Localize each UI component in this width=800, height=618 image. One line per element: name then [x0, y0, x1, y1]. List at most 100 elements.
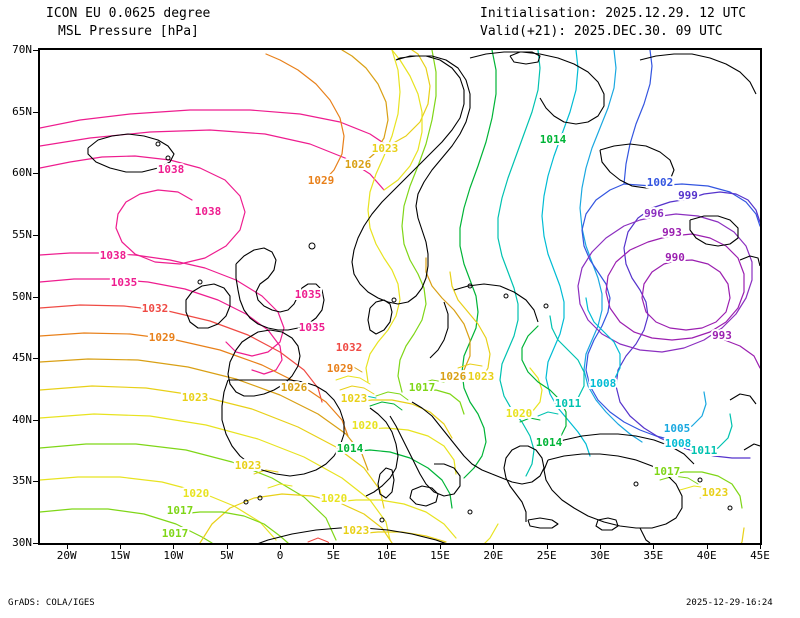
isobar-1026 [341, 50, 389, 169]
coastline-segment [377, 467, 395, 499]
x-tick-label: 15W [110, 549, 130, 562]
isobar-1014 [459, 50, 497, 479]
y-tick-label: 60N [12, 166, 32, 180]
isobar-fragment-1023 [253, 469, 279, 475]
coastline-segment [543, 453, 683, 529]
contour-label: 1020 [352, 419, 379, 432]
x-tick-mark [440, 544, 441, 549]
x-tick-mark [546, 544, 548, 549]
isobar-fragment-1023 [457, 363, 483, 369]
contour-label: 1011 [555, 397, 582, 410]
island-outline [379, 517, 385, 523]
y-tick-mark [33, 481, 38, 483]
contour-label-halo: 1002 [647, 176, 674, 189]
isobar-1020 [40, 476, 277, 541]
contour-label: 1017 [409, 381, 436, 394]
coastline-segment [235, 247, 325, 331]
isobar-1020 [484, 523, 499, 543]
isobar-1026 [425, 257, 471, 381]
contour-label: 1038 [100, 249, 127, 262]
isobar-fragment-1020 [267, 483, 293, 489]
isobar-993 [721, 338, 760, 369]
isobar-1011 [549, 315, 585, 408]
isobar-fragment-1017 [419, 379, 445, 385]
isobar-1026 [40, 358, 369, 471]
contour-label-halo: 1026 [281, 381, 308, 394]
contour-label-halo: 1023 [182, 391, 209, 404]
contour-label-halo: 1017 [167, 504, 194, 517]
isobar-1011 [497, 50, 541, 477]
coastline-segment [258, 527, 446, 543]
x-tick-mark [706, 544, 708, 549]
x-tick-label: 30E [590, 549, 610, 562]
x-tick-label: 40E [696, 549, 717, 562]
isobar-1017 [397, 50, 437, 393]
x-tick-label: 10E [376, 549, 397, 562]
contour-label: 1035 [111, 276, 138, 289]
contour-label: 1032 [142, 302, 169, 315]
x-tick-mark [386, 544, 388, 549]
isobar-1011 [703, 413, 733, 455]
contour-label-halo: 1023 [343, 524, 370, 537]
y-tick-mark [33, 358, 38, 360]
island-outline [543, 303, 549, 309]
coastline-segment [527, 517, 559, 529]
contour-label: 1026 [440, 370, 467, 383]
y-tick-label: 30N [12, 536, 32, 549]
x-tick-label: 35E [643, 549, 664, 562]
x-tick-label: 5E [326, 549, 340, 562]
isobar-1023 [740, 527, 745, 543]
coastline-segment [689, 215, 739, 247]
contour-label-halo: 993 [712, 329, 732, 342]
isobar-999 [615, 198, 751, 459]
isobar-fragment-1023 [339, 385, 375, 395]
contour-label-halo: 1023 [702, 486, 729, 499]
coastline-segment [453, 283, 539, 323]
coastline-segment [367, 299, 393, 335]
isobar-1023 [387, 50, 431, 147]
contour-label: 1002 [647, 176, 674, 189]
contour-label: 1029 [327, 362, 354, 375]
isobar-1035 [40, 278, 283, 375]
x-tick-mark [66, 544, 68, 549]
contour-label: 1005 [664, 422, 691, 435]
contour-label-halo: 1023 [468, 370, 495, 383]
contour-label-halo: 1026 [345, 158, 372, 171]
contour-label-halo: 1023 [372, 142, 399, 155]
contour-label-halo: 1029 [149, 331, 176, 344]
model-title: ICON EU 0.0625 degree [46, 6, 211, 21]
island-outline [391, 297, 397, 303]
coastline-segment [491, 445, 545, 522]
contour-label: 1008 [590, 377, 617, 390]
isobar-fragment-1020 [335, 375, 371, 385]
contour-label-halo: 1020 [506, 407, 533, 420]
initialisation-time: Initialisation: 2025.12.29. 12 UTC [480, 6, 747, 21]
isobar-1017 [40, 508, 213, 543]
isobar-999 [687, 191, 760, 223]
isobar-993 [605, 233, 745, 341]
x-tick-mark [120, 544, 121, 549]
isobar-fragment-1011 [537, 411, 559, 417]
isobar-1014 [521, 325, 567, 447]
contour-label: 1020 [183, 487, 210, 500]
contour-label: 1008 [665, 437, 692, 450]
contour-label: 1038 [158, 163, 185, 176]
isobar-fragment-1020 [679, 485, 719, 495]
isobar-fragment-1032 [307, 537, 330, 543]
contour-label: 1011 [691, 444, 718, 457]
contour-label-halo: 1035 [299, 321, 326, 334]
x-tick-label: 10W [163, 549, 184, 562]
render-timestamp: 2025-12-29-16:24 [686, 598, 773, 608]
contour-label-halo: 1014 [337, 442, 364, 455]
y-tick-label: 45N [12, 351, 32, 365]
y-tick-label: 50N [12, 289, 32, 303]
isobar-1038 [40, 109, 389, 147]
isobar-1020 [518, 367, 543, 418]
isobar-1038 [40, 155, 246, 265]
isobar-fragment-1014 [519, 417, 541, 423]
coastline-segment [351, 55, 471, 305]
contour-label-halo: 993 [662, 226, 682, 239]
contour-label-halo: 1023 [341, 392, 368, 405]
contour-label: 1023 [702, 486, 729, 499]
